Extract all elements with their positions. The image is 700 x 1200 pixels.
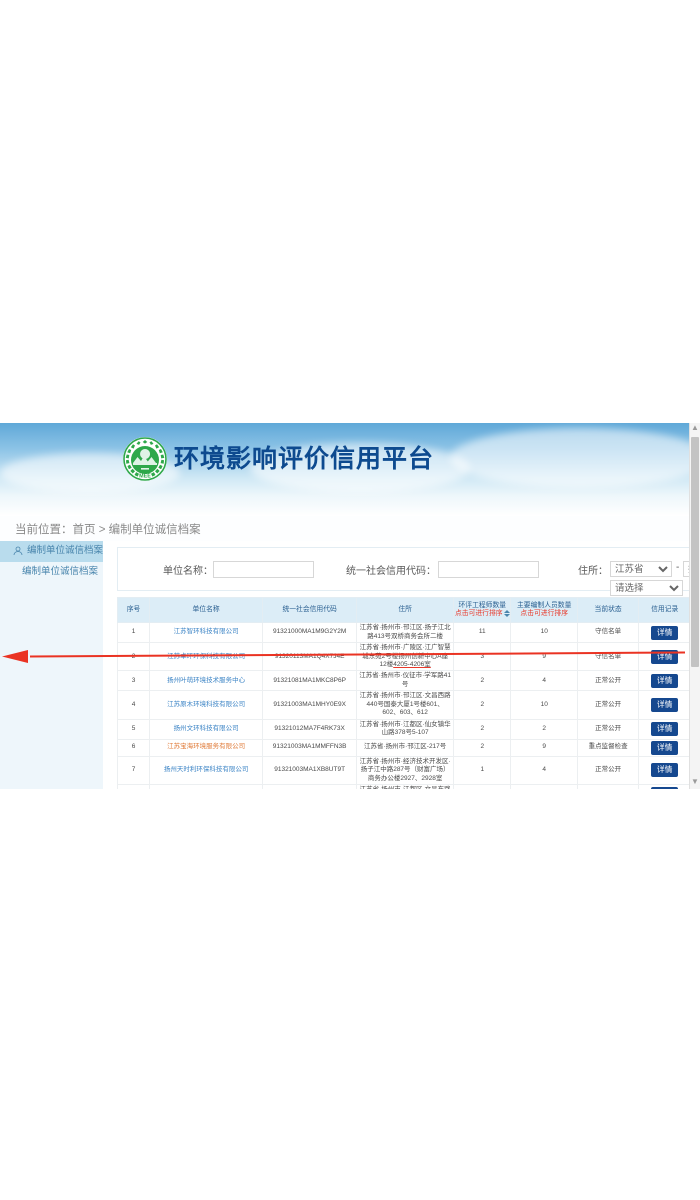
svg-text:MEE: MEE — [139, 474, 151, 480]
